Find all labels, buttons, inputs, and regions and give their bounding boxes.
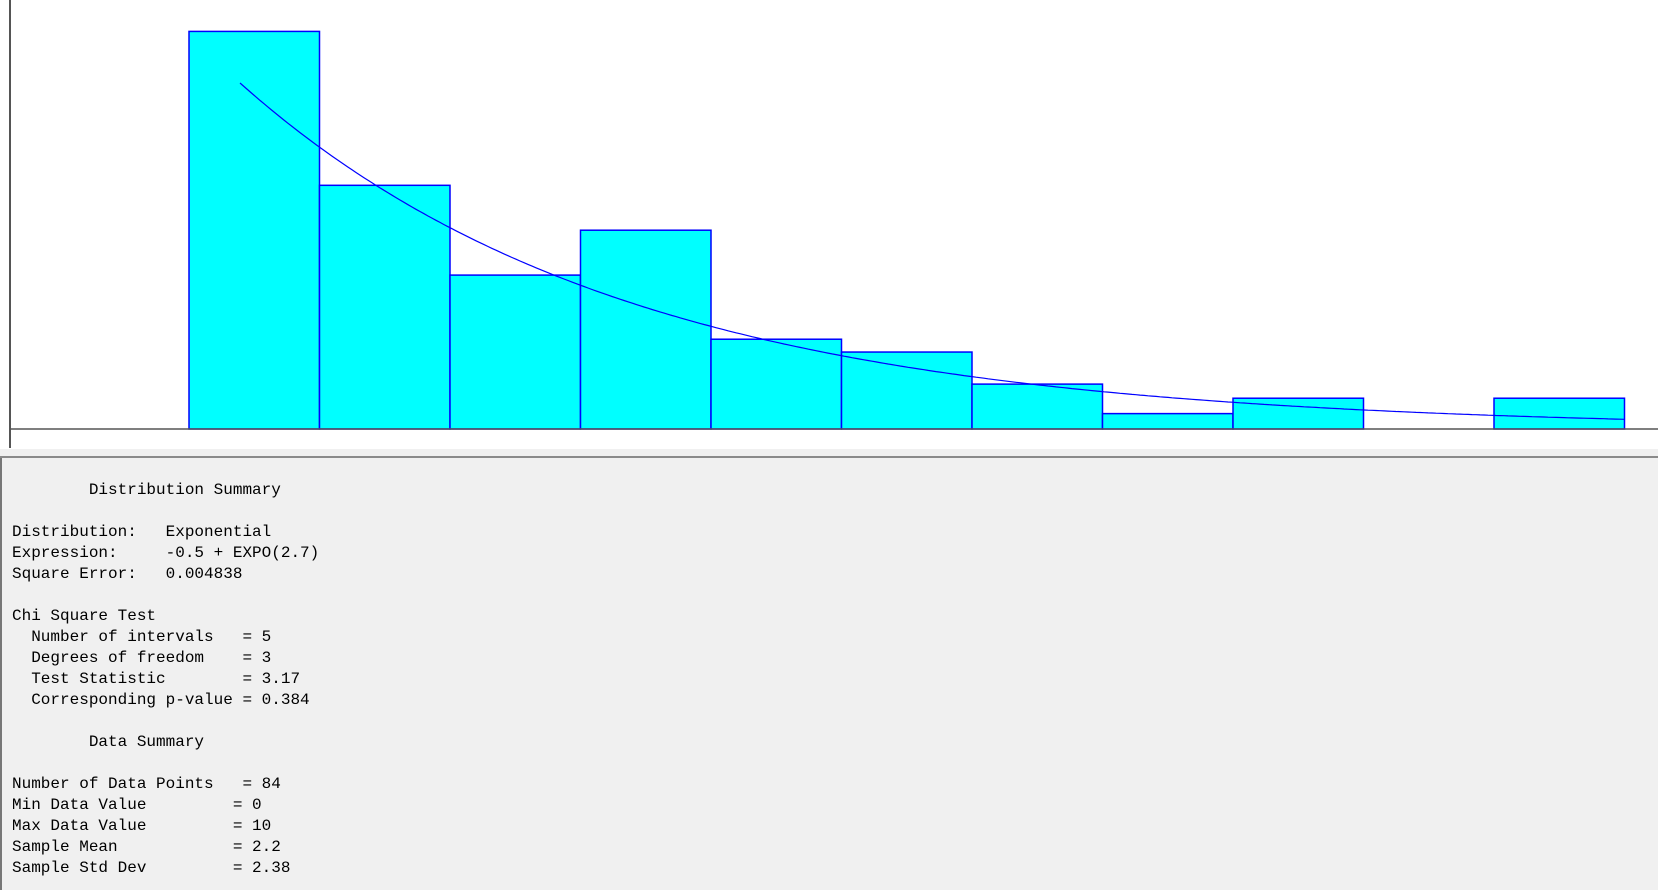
summary-line: Data Summary [12,733,204,751]
summary-line: Number of intervals = 5 [12,628,271,646]
distribution-summary-text: Distribution Summary Distribution: Expon… [12,480,319,879]
summary-line: Chi Square Test [12,607,156,625]
summary-line: Expression: -0.5 + EXPO(2.7) [12,544,319,562]
summary-line: Corresponding p-value = 0.384 [12,691,310,709]
histogram-bar [1233,398,1364,429]
summary-line: Distribution: Exponential [12,523,271,541]
pane-splitter[interactable] [0,448,1658,458]
histogram-bars [189,31,1625,429]
summary-line: Degrees of freedom = 3 [12,649,271,667]
histogram-bar [711,339,842,429]
histogram-bar [972,384,1103,429]
summary-line: Square Error: 0.004838 [12,565,242,583]
histogram-bar [1103,414,1234,429]
summary-pane: Distribution Summary Distribution: Expon… [0,458,1658,890]
summary-line: Min Data Value = 0 [12,796,262,814]
summary-line: Max Data Value = 10 [12,817,271,835]
histogram-pane [0,0,1658,448]
histogram-bar [320,185,451,429]
summary-line: Number of Data Points = 84 [12,775,281,793]
histogram-bar [842,352,973,429]
histogram-bar [450,275,581,429]
histogram-bar [189,31,320,429]
histogram-bar [581,230,712,429]
summary-line: Sample Mean = 2.2 [12,838,281,856]
histogram-chart [0,0,1658,448]
summary-line: Distribution Summary [12,481,281,499]
summary-line: Sample Std Dev = 2.38 [12,859,290,877]
summary-line: Test Statistic = 3.17 [12,670,300,688]
histogram-bar [1494,398,1625,429]
